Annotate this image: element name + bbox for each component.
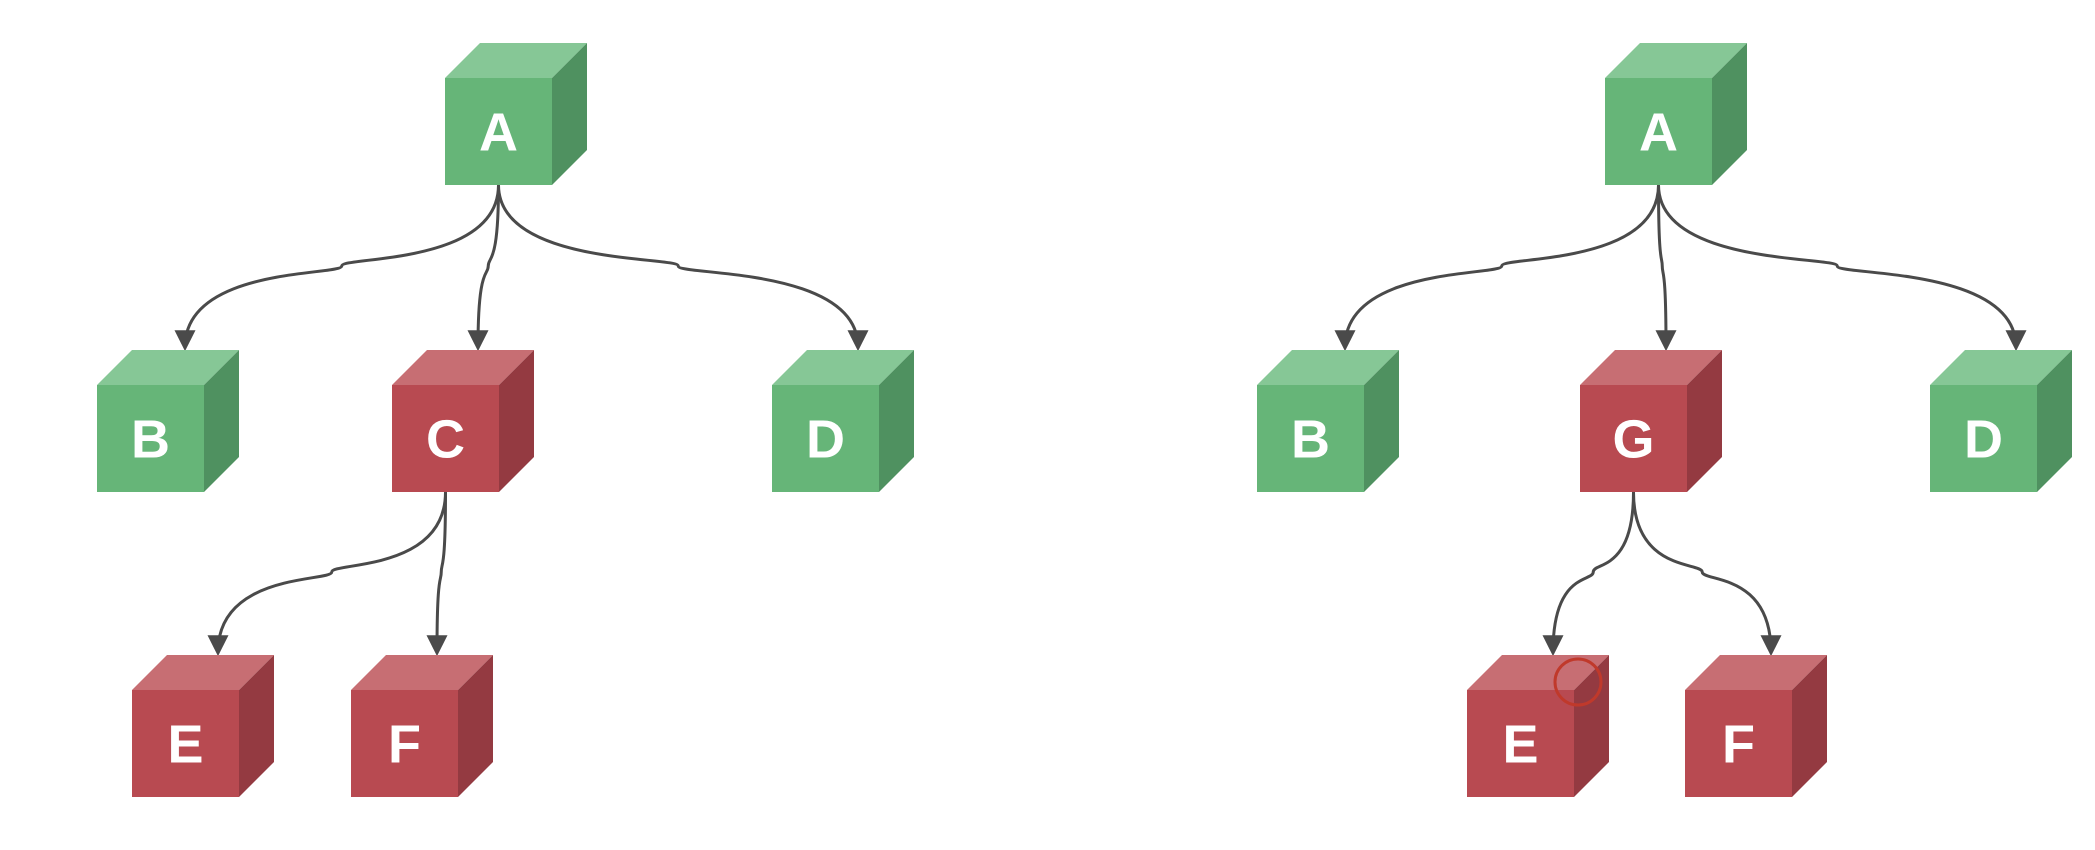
- cube-top-face: [97, 350, 239, 385]
- node-label: F: [1722, 715, 1755, 775]
- cube-front-face: [97, 385, 204, 492]
- cube-side-face: [204, 350, 239, 492]
- node-label: G: [1612, 410, 1654, 470]
- cube-front-face: [772, 385, 879, 492]
- edge-right-g-to-e: [1542, 491, 1635, 657]
- edge-left-c-to-e: [207, 491, 447, 657]
- cube-top-face: [1685, 655, 1827, 690]
- cube-front-face: [1467, 690, 1574, 797]
- cube-front-face: [1580, 385, 1687, 492]
- edge-left-a-to-d: [497, 184, 869, 352]
- node-label: B: [1291, 410, 1330, 470]
- cube-front-face: [351, 690, 458, 797]
- node-right-f: F: [1685, 655, 1827, 797]
- cube-side-face: [2037, 350, 2072, 492]
- node-right-g: G: [1580, 350, 1722, 492]
- node-label: B: [131, 410, 170, 470]
- node-label: E: [167, 715, 203, 775]
- node-label: D: [1964, 410, 2003, 470]
- cube-front-face: [1685, 690, 1792, 797]
- cube-front-face: [1257, 385, 1364, 492]
- cube-side-face: [1364, 350, 1399, 492]
- cube-side-face: [1792, 655, 1827, 797]
- cube-top-face: [1467, 655, 1609, 690]
- node-right-a: A: [1605, 43, 1747, 185]
- node-left-b: B: [97, 350, 239, 492]
- node-right-d: D: [1930, 350, 2072, 492]
- cube-front-face: [445, 78, 552, 185]
- edges-layer: [174, 184, 2027, 657]
- cube-side-face: [552, 43, 587, 185]
- cube-top-face: [392, 350, 534, 385]
- cube-front-face: [392, 385, 499, 492]
- cube-top-face: [772, 350, 914, 385]
- edge-right-g-to-f: [1632, 491, 1782, 657]
- node-label: F: [388, 715, 421, 775]
- edge-right-a-to-g: [1655, 184, 1677, 352]
- node-left-a: A: [445, 43, 587, 185]
- node-label: C: [426, 410, 465, 470]
- edge-left-a-to-b: [174, 184, 500, 352]
- cube-front-face: [132, 690, 239, 797]
- cube-top-face: [445, 43, 587, 78]
- cube-top-face: [1257, 350, 1399, 385]
- cube-side-face: [1712, 43, 1747, 185]
- cube-top-face: [132, 655, 274, 690]
- nodes-layer: A B C D E F A B G D E F: [97, 43, 2072, 797]
- node-label: D: [806, 410, 845, 470]
- edge-left-a-to-c: [467, 184, 500, 352]
- node-label: E: [1502, 715, 1538, 775]
- cube-top-face: [351, 655, 493, 690]
- node-label: A: [479, 103, 518, 163]
- cube-front-face: [1930, 385, 2037, 492]
- node-right-b: B: [1257, 350, 1399, 492]
- edge-right-a-to-d: [1657, 184, 2027, 352]
- cube-side-face: [1687, 350, 1722, 492]
- cube-top-face: [1930, 350, 2072, 385]
- node-right-e: E: [1467, 655, 1609, 797]
- node-left-c: C: [392, 350, 534, 492]
- cube-top-face: [1605, 43, 1747, 78]
- cube-side-face: [499, 350, 534, 492]
- cube-side-face: [239, 655, 274, 797]
- node-label: A: [1639, 103, 1678, 163]
- edge-right-a-to-b: [1334, 184, 1660, 352]
- node-left-f: F: [351, 655, 493, 797]
- highlight-circle-marker: [1553, 657, 1603, 707]
- cube-side-face: [458, 655, 493, 797]
- cube-side-face: [879, 350, 914, 492]
- node-left-d: D: [772, 350, 914, 492]
- cube-top-face: [1580, 350, 1722, 385]
- node-left-e: E: [132, 655, 274, 797]
- cube-front-face: [1605, 78, 1712, 185]
- edge-left-c-to-f: [426, 491, 448, 657]
